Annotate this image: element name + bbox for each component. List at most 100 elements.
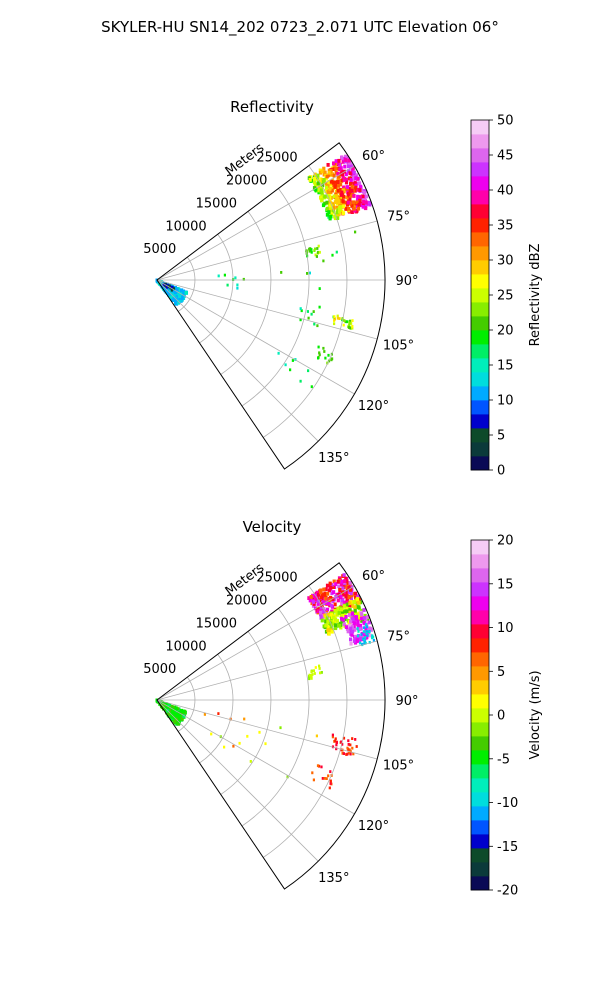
echo-gate <box>349 163 353 168</box>
echo-gate <box>345 579 349 584</box>
echo-gate <box>318 168 322 173</box>
echo-gate <box>234 276 237 280</box>
echo-gate <box>170 714 174 719</box>
echo-gate <box>326 620 330 624</box>
echo-gate <box>311 598 315 602</box>
echo-gate <box>317 244 320 248</box>
colorbar-segment <box>471 582 489 597</box>
echo-gate <box>352 752 355 756</box>
echo-gate <box>335 609 339 614</box>
echo-gate <box>308 677 311 681</box>
colorbar-tick-label: 0 <box>497 709 505 724</box>
echo-gate <box>341 597 345 602</box>
echo-gate <box>345 609 349 614</box>
echo-gate <box>329 603 333 608</box>
echo-gate <box>243 717 246 721</box>
echo-gate <box>360 619 364 623</box>
colorbar: 0 5 10 15 20 25 30 35 40 45 50 Reflectivity dBZ <box>470 114 543 479</box>
echo-gate <box>325 607 330 612</box>
echo-gate <box>335 592 339 597</box>
colorbar-segment <box>471 806 489 821</box>
echo-gate <box>338 317 341 320</box>
echo-gate <box>316 247 319 250</box>
echo-cluster <box>305 244 321 258</box>
echo-gate <box>342 622 346 627</box>
echo-gate <box>165 291 170 295</box>
echo-gate <box>318 353 321 357</box>
echo-gate <box>170 717 174 722</box>
echo-gate <box>326 361 329 365</box>
echo-gate <box>174 290 178 295</box>
echo-gate <box>163 702 167 706</box>
echo-gate <box>340 178 344 183</box>
echo-gate <box>343 200 347 205</box>
echo-gate <box>217 712 220 715</box>
echo-gate <box>349 637 353 642</box>
echo-gate <box>354 185 358 190</box>
echo-gate <box>353 204 357 209</box>
echo-gate <box>362 620 366 625</box>
echo-gate <box>335 619 339 623</box>
echo-gate <box>362 190 366 195</box>
echo-gate <box>299 379 302 383</box>
echo-gate <box>324 596 328 601</box>
echo-gate <box>346 629 350 634</box>
echo-cluster <box>217 230 357 278</box>
echo-gate <box>203 713 206 716</box>
echo-gate <box>355 208 359 213</box>
echo-gate <box>348 601 352 606</box>
colorbar: -20 -15 -10 -5 0 5 10 15 20 Velocity (m/s) <box>470 534 543 899</box>
reflectivity-panel: Reflectivity500010000150002000025000Mete… <box>143 98 543 479</box>
echo-gate <box>331 357 334 361</box>
echo-gate <box>341 742 344 746</box>
echo-gate <box>325 174 329 179</box>
echo-gate <box>331 597 335 601</box>
echo-gate <box>347 610 351 615</box>
echo-gate <box>342 195 346 199</box>
echo-gate <box>342 323 345 327</box>
range-tick-label: 15000 <box>196 196 237 211</box>
echo-gate <box>349 641 353 646</box>
azimuth-spoke <box>156 279 378 340</box>
echo-gate <box>342 736 346 740</box>
echo-gate <box>341 204 346 209</box>
echo-gate <box>306 310 309 313</box>
echo-gate <box>347 206 351 211</box>
echo-gate <box>329 595 333 600</box>
echo-gate <box>326 163 330 167</box>
echo-gate <box>356 635 360 640</box>
echo-gate <box>180 717 184 721</box>
colorbar-tick-label: 10 <box>497 394 514 409</box>
echo-gate <box>238 741 241 745</box>
subplot-title: Velocity <box>243 518 302 536</box>
colorbar-segment <box>471 218 489 233</box>
echo-cluster <box>226 271 321 290</box>
echo-cluster <box>317 345 334 365</box>
echo-gate <box>332 167 336 171</box>
echo-gate <box>350 611 355 616</box>
echo-gate <box>365 194 369 199</box>
echo-gate <box>350 188 354 193</box>
echo-gate <box>349 182 353 186</box>
echo-gate <box>312 180 317 185</box>
echo-gate <box>363 630 367 635</box>
echo-gate <box>345 202 349 207</box>
echo-gate <box>321 596 326 601</box>
range-ring <box>241 188 310 407</box>
range-ring <box>262 165 348 438</box>
echo-gate <box>350 633 354 637</box>
echo-gate <box>315 255 318 258</box>
echo-gate <box>360 616 364 621</box>
echo-gate <box>332 615 336 620</box>
echo-gate <box>351 319 354 322</box>
echo-gate <box>286 775 289 779</box>
echo-gate <box>300 309 303 313</box>
echo-gate <box>341 590 345 595</box>
echo-gate <box>323 170 327 175</box>
echo-gate <box>348 321 351 325</box>
echo-gate <box>354 230 357 234</box>
echo-gate <box>347 613 351 617</box>
echo-gate <box>226 283 229 287</box>
echo-gate <box>324 587 328 592</box>
echo-gate <box>337 206 342 210</box>
